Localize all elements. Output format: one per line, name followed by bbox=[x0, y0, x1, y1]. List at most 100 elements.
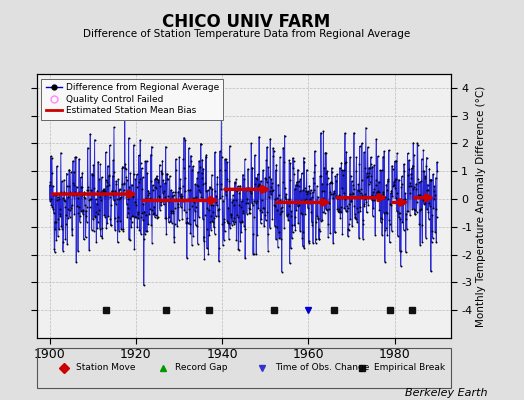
Point bbox=[264, 164, 272, 170]
Point bbox=[390, 182, 398, 188]
Point bbox=[184, 145, 193, 151]
Point bbox=[375, 179, 383, 185]
Point bbox=[134, 215, 143, 222]
Point bbox=[101, 214, 110, 220]
Point bbox=[279, 158, 288, 165]
Point bbox=[173, 222, 181, 229]
Point bbox=[176, 192, 184, 199]
Point bbox=[50, 249, 59, 255]
Point bbox=[308, 218, 316, 225]
Point bbox=[288, 229, 297, 236]
Point bbox=[417, 156, 425, 162]
Point bbox=[351, 211, 359, 217]
Point bbox=[84, 196, 93, 203]
Point bbox=[419, 147, 428, 154]
Point bbox=[398, 181, 406, 188]
Point bbox=[184, 195, 192, 202]
Point bbox=[64, 206, 72, 212]
Point bbox=[105, 182, 113, 188]
Point bbox=[206, 213, 215, 219]
Point bbox=[58, 178, 66, 184]
Point bbox=[191, 181, 199, 188]
Point bbox=[396, 216, 405, 222]
Point bbox=[165, 214, 173, 220]
Point bbox=[46, 198, 54, 204]
Point bbox=[343, 208, 352, 214]
Point bbox=[277, 208, 285, 215]
Point bbox=[93, 224, 101, 231]
Point bbox=[422, 154, 431, 161]
Point bbox=[65, 167, 73, 173]
Point bbox=[182, 220, 190, 226]
Point bbox=[323, 181, 331, 187]
Point bbox=[315, 228, 324, 234]
Point bbox=[275, 192, 283, 198]
Point bbox=[379, 210, 388, 216]
Point bbox=[360, 149, 368, 156]
Point bbox=[322, 207, 331, 213]
Point bbox=[94, 211, 103, 217]
Point bbox=[96, 161, 104, 168]
Point bbox=[231, 219, 239, 226]
Point bbox=[321, 206, 330, 212]
Point bbox=[336, 204, 345, 210]
Point bbox=[77, 208, 85, 214]
Point bbox=[54, 196, 63, 202]
Point bbox=[289, 158, 298, 164]
Point bbox=[278, 208, 286, 214]
Point bbox=[384, 196, 392, 202]
Point bbox=[109, 157, 117, 163]
Point bbox=[254, 171, 262, 178]
Point bbox=[146, 194, 155, 201]
Point bbox=[227, 214, 236, 220]
Point bbox=[311, 148, 319, 154]
Point bbox=[255, 134, 263, 140]
Point bbox=[301, 197, 309, 203]
Point bbox=[397, 184, 406, 190]
Point bbox=[354, 181, 363, 188]
Point bbox=[95, 225, 104, 232]
Point bbox=[94, 219, 102, 225]
Point bbox=[110, 124, 118, 131]
Point bbox=[62, 212, 70, 218]
Point bbox=[428, 228, 436, 234]
Point bbox=[369, 205, 378, 212]
Point bbox=[82, 208, 91, 214]
Point bbox=[56, 213, 64, 220]
Point bbox=[345, 190, 354, 197]
Point bbox=[199, 216, 207, 222]
Point bbox=[274, 244, 282, 250]
Point bbox=[89, 172, 97, 178]
Point bbox=[420, 168, 428, 174]
Point bbox=[291, 186, 299, 192]
Text: Time of Obs. Change: Time of Obs. Change bbox=[275, 364, 369, 372]
Point bbox=[234, 246, 243, 253]
Point bbox=[140, 231, 149, 237]
Point bbox=[294, 183, 303, 190]
Point bbox=[309, 240, 317, 246]
Point bbox=[208, 172, 216, 178]
Point bbox=[125, 236, 133, 242]
Point bbox=[361, 164, 369, 171]
Point bbox=[56, 206, 64, 212]
Point bbox=[145, 189, 153, 196]
Point bbox=[345, 200, 354, 207]
Point bbox=[310, 180, 318, 187]
Point bbox=[427, 268, 435, 274]
Point bbox=[152, 174, 160, 181]
Point bbox=[242, 200, 250, 206]
Point bbox=[166, 218, 174, 224]
Point bbox=[357, 186, 365, 192]
Point bbox=[203, 245, 211, 252]
Point bbox=[110, 168, 118, 175]
Point bbox=[270, 147, 278, 154]
Point bbox=[253, 232, 261, 238]
Point bbox=[306, 200, 314, 206]
Point bbox=[133, 183, 141, 190]
Point bbox=[365, 164, 373, 171]
Point bbox=[86, 191, 95, 198]
Point bbox=[211, 188, 220, 194]
Point bbox=[378, 216, 387, 222]
Point bbox=[362, 199, 370, 206]
Point bbox=[90, 228, 98, 234]
